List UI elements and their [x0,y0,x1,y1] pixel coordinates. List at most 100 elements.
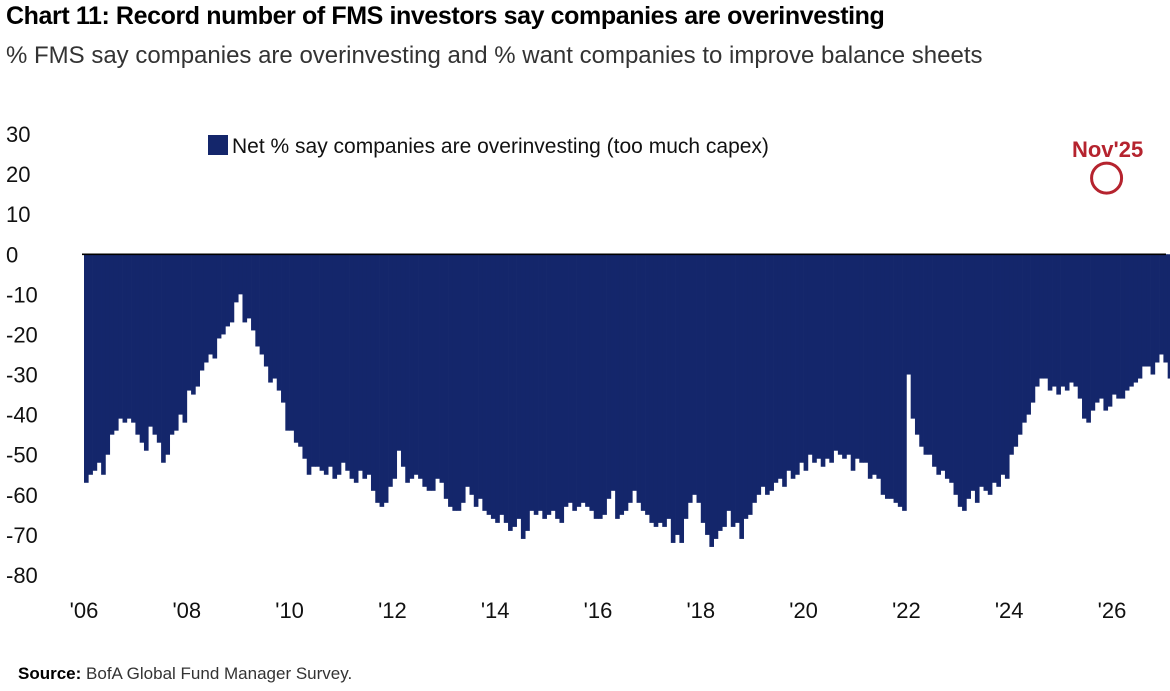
bar [293,254,299,443]
bar [238,254,243,295]
bar [311,254,316,467]
bar [1094,254,1100,403]
source-label: Source: [18,664,82,683]
bar [1073,254,1079,387]
chart-title: Chart 11: Record number of FMS investors… [6,2,885,30]
bar [1163,254,1169,363]
bar [914,254,920,435]
bar [974,254,980,503]
bar [430,254,436,491]
bar [606,254,612,499]
bar [752,254,757,503]
bar [422,254,428,487]
bar [795,254,800,475]
bar-series [84,254,1170,547]
bar [1150,254,1156,375]
bar [268,254,273,383]
bar [859,254,864,463]
bar [148,254,153,427]
bar [1026,254,1031,415]
bar [996,254,1001,487]
bar [730,254,736,527]
bar [1004,254,1010,479]
bar [418,254,423,479]
bar [400,254,406,467]
bar [246,254,252,319]
bar [512,254,517,527]
y-tick-label: 20 [6,162,30,187]
bar [186,254,192,391]
x-tick-label: '10 [275,598,304,623]
bar [1034,254,1040,387]
bar [773,254,779,483]
bar [559,254,565,523]
bar [726,254,732,511]
bar [366,254,372,475]
bar [221,254,226,335]
bar [306,254,312,475]
bar [448,254,453,507]
bar [233,254,239,303]
bar [503,254,509,523]
bar [1099,254,1104,399]
bar [683,254,689,519]
bar [353,254,359,483]
bar [272,254,278,379]
bar [700,254,706,523]
bar [777,254,783,479]
bar [1112,254,1117,395]
bar [203,254,209,363]
bar [169,254,175,435]
bar [932,254,937,467]
bar [1056,254,1061,395]
bar [687,254,693,503]
bar [825,254,830,459]
bar [619,254,625,515]
bar [1039,254,1044,379]
bar [799,254,804,463]
bar [572,254,577,511]
source-note: Source: BofA Global Fund Manager Survey. [18,664,352,684]
bar [135,254,141,435]
bar [919,254,924,447]
y-tick-label: -80 [6,563,38,588]
x-tick-label: '26 [1098,598,1127,623]
bar [1043,254,1049,379]
bar [653,254,659,527]
bar [902,254,907,511]
bar [807,254,813,455]
bar [1047,254,1053,391]
bar [602,254,607,515]
bar [465,254,470,487]
bar [388,254,393,487]
bar [580,254,586,503]
bar [375,254,380,503]
chart-subtitle: % FMS say companies are overinvesting an… [6,42,983,69]
x-tick-label: '20 [789,598,818,623]
x-axis-ticks: '06 '08 '10 '12 '14 '16 '18 '20 '22 '24 '26 [70,598,1127,623]
bar [623,254,629,511]
bar [1133,254,1139,383]
bar [336,254,342,475]
y-tick-label: 0 [6,242,18,267]
bar [589,254,595,511]
bar [696,254,702,503]
bar [443,254,449,499]
bar [105,254,111,455]
bar [666,254,672,519]
bar [593,254,599,519]
bar [96,254,102,463]
bar [178,254,183,415]
bar [88,254,93,475]
bar [568,254,573,503]
bar [786,254,792,471]
y-tick-label: -40 [6,403,38,428]
bar [889,254,894,499]
x-tick-label: '24 [995,598,1024,623]
bar [362,254,368,479]
bar [113,254,119,431]
bar [195,254,200,387]
legend-swatch [208,135,228,155]
bar [426,254,432,491]
annotation: Nov'25 [1072,137,1143,195]
